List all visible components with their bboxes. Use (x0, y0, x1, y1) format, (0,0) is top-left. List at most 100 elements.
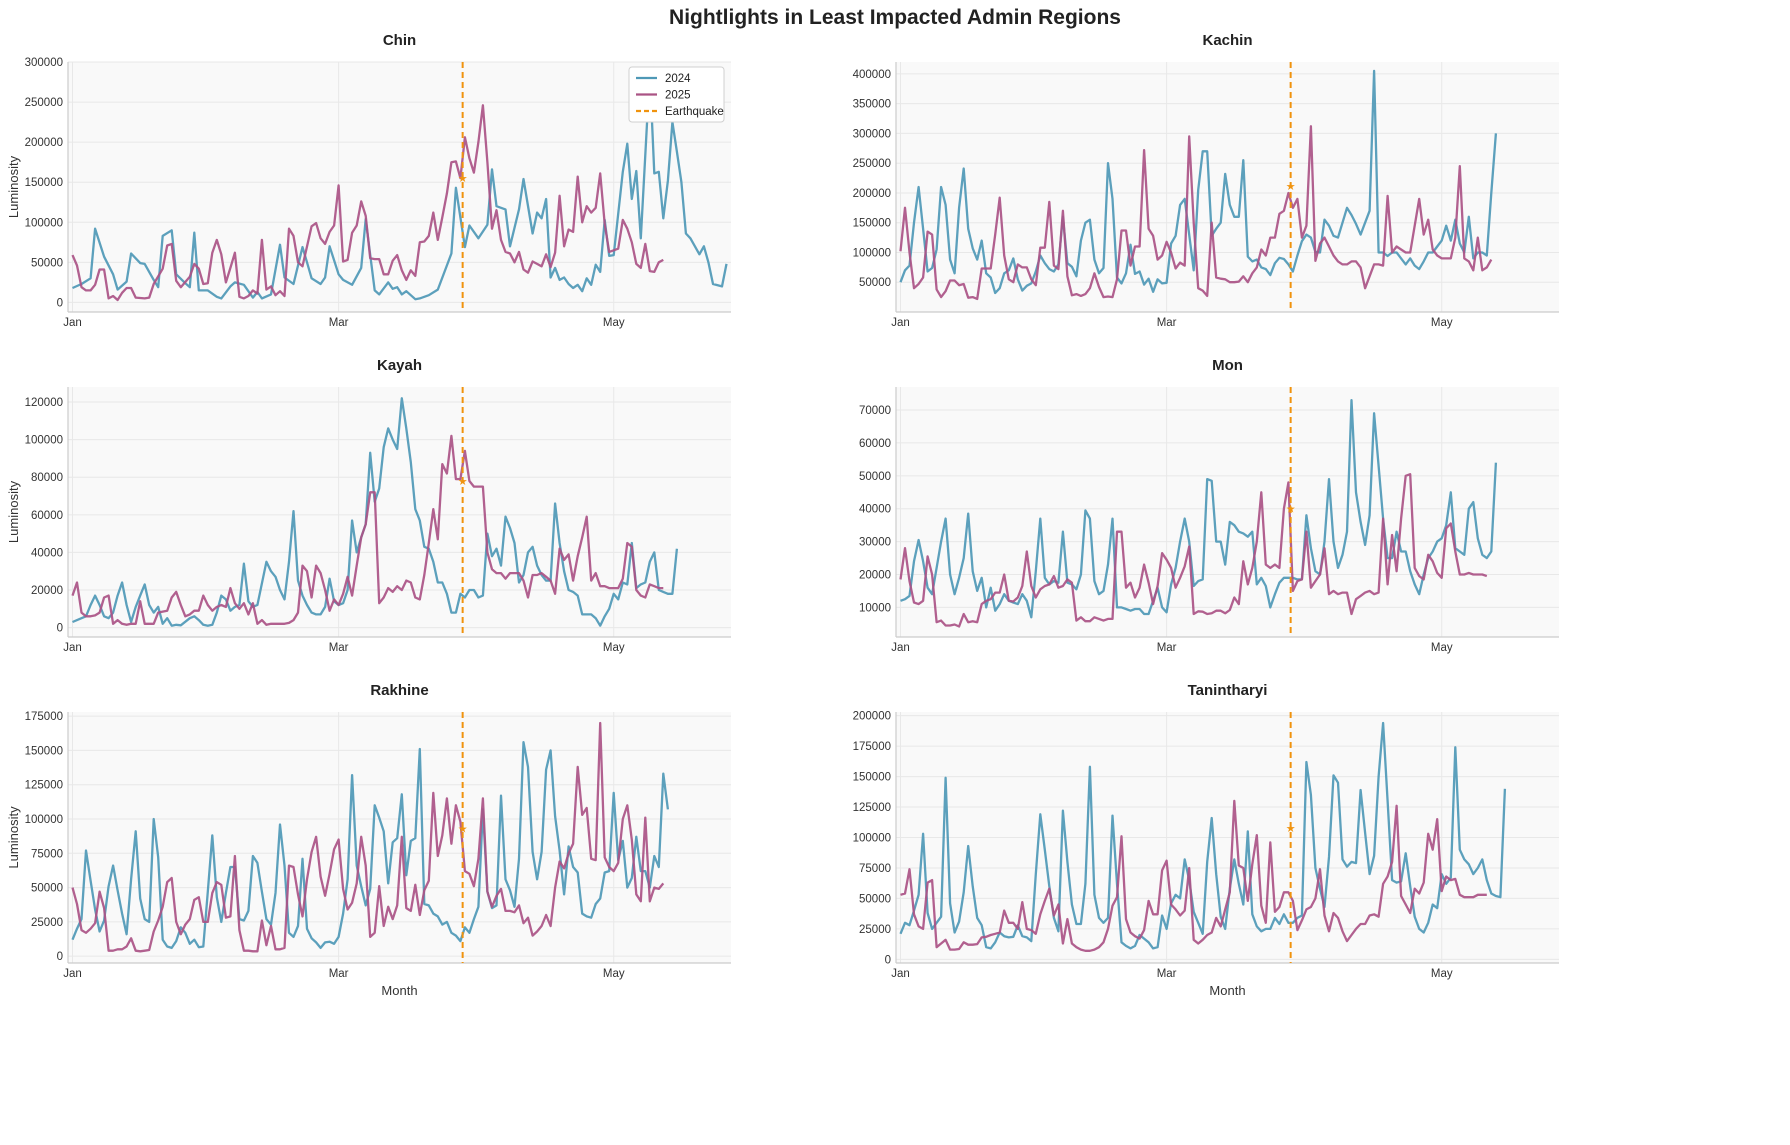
series-2025-line (899, 473, 1488, 628)
y-axis-label: Luminosity (6, 155, 21, 218)
y-tick-label: 250000 (25, 97, 63, 109)
y-tick-label: 60000 (31, 510, 63, 522)
earthquake-star-icon: ★ (458, 476, 468, 488)
panel-kachin: 50000 100000 150000 200000 250000 300000 35000… (853, 32, 1559, 329)
series-2025-line (71, 721, 665, 953)
y-tick-label: 175000 (25, 711, 63, 723)
y-tick-label: 120000 (25, 397, 63, 409)
x-tick-label: May (603, 317, 625, 329)
series-2024-line (71, 741, 670, 950)
legend: 2024 2025 Earthquake (628, 66, 725, 123)
y-tick-label: 200000 (853, 711, 891, 723)
y-axis-label: Luminosity (6, 480, 21, 543)
y-tick-label: 300000 (853, 128, 891, 140)
figure-title: Nightlights in Least Impacted Admin Regi… (669, 6, 1121, 29)
legend-label: 2024 (665, 73, 691, 85)
earthquake-star-icon: ★ (1286, 181, 1296, 193)
y-tick-label: 300000 (25, 57, 63, 69)
panel-mon: 10000 20000 30000 40000 50000 60000 70000 Jan Ma… (859, 357, 1559, 654)
legend-label: Earthquake (665, 106, 724, 118)
y-tick-label: 10000 (859, 602, 891, 614)
y-tick-label: 0 (57, 623, 63, 635)
panel-kayah: 0 20000 40000 60000 80000 100000 120000 Jan Mar M… (6, 357, 731, 654)
x-tick-label: Jan (891, 642, 910, 654)
earthquake-star-icon: ★ (1286, 504, 1296, 516)
series-2024-line (899, 721, 1507, 950)
y-tick-label: 80000 (31, 472, 63, 484)
series-2024-line (72, 397, 679, 627)
y-tick-label: 150000 (25, 745, 63, 757)
y-tick-label: 350000 (853, 99, 891, 111)
y-tick-label: 25000 (31, 917, 63, 929)
y-tick-label: 250000 (853, 158, 891, 170)
y-tick-label: 70000 (859, 405, 891, 417)
y-tick-label: 100000 (853, 833, 891, 845)
y-tick-label: 25000 (859, 924, 891, 936)
series-2025-line (71, 434, 664, 626)
y-tick-label: 40000 (859, 504, 891, 516)
earthquake-star-icon: ★ (1286, 823, 1296, 835)
y-tick-label: 0 (885, 954, 891, 966)
panel-title: Chin (383, 32, 416, 49)
x-tick-label: Mar (1157, 642, 1177, 654)
plot-area (896, 387, 1559, 637)
x-tick-label: Mar (1157, 317, 1177, 329)
y-axis-label: Luminosity (6, 806, 21, 869)
x-axis-label: Month (381, 983, 417, 998)
panel-title: Mon (1212, 357, 1243, 374)
series-2025-line (900, 799, 1487, 952)
panel-tanintharyi: 0 25000 50000 75000 100000 125000 150000 175000… (853, 682, 1559, 998)
series-2025-line (71, 104, 664, 302)
y-tick-label: 50000 (859, 471, 891, 483)
y-tick-label: 30000 (859, 537, 891, 549)
panel-title: Tanintharyi (1188, 682, 1268, 699)
y-tick-label: 100000 (25, 435, 63, 447)
y-tick-label: 20000 (859, 570, 891, 582)
y-tick-label: 400000 (853, 69, 891, 81)
x-tick-label: Jan (63, 642, 82, 654)
y-tick-label: 150000 (853, 218, 891, 230)
x-tick-label: Mar (329, 968, 349, 980)
panel-title: Kachin (1202, 32, 1252, 49)
x-tick-label: Jan (63, 968, 82, 980)
y-tick-label: 50000 (31, 883, 63, 895)
y-tick-label: 150000 (25, 177, 63, 189)
panel-rakhine: 0 25000 50000 75000 100000 125000 150000 175000… (6, 682, 731, 998)
y-tick-label: 200000 (25, 137, 63, 149)
y-tick-label: 175000 (853, 741, 891, 753)
y-tick-label: 20000 (31, 585, 63, 597)
series-2024-line (72, 70, 728, 301)
y-tick-label: 50000 (31, 257, 63, 269)
y-tick-label: 125000 (25, 780, 63, 792)
y-tick-label: 75000 (31, 848, 63, 860)
y-tick-label: 100000 (853, 247, 891, 259)
x-tick-label: May (1431, 317, 1453, 329)
x-tick-label: Jan (63, 317, 82, 329)
y-tick-label: 60000 (859, 438, 891, 450)
y-tick-label: 100000 (25, 814, 63, 826)
y-tick-label: 50000 (859, 277, 891, 289)
y-tick-label: 125000 (853, 802, 891, 814)
x-tick-label: Mar (329, 642, 349, 654)
panel-title: Kayah (377, 357, 422, 374)
earthquake-star-icon: ★ (458, 824, 468, 836)
earthquake-star-icon: ★ (458, 173, 468, 185)
y-tick-label: 0 (57, 951, 63, 963)
x-tick-label: May (603, 968, 625, 980)
x-tick-label: May (1431, 968, 1453, 980)
y-tick-label: 200000 (853, 188, 891, 200)
series-2024-line (899, 69, 1498, 295)
y-tick-label: 0 (57, 297, 63, 309)
panel-chin: 0 50000 100000 150000 200000 250000 300000 Jan M… (6, 32, 731, 329)
series-2024-line (900, 399, 1498, 619)
series-2025-line (899, 125, 1493, 301)
y-tick-label: 100000 (25, 217, 63, 229)
panel-title: Rakhine (370, 682, 428, 699)
x-tick-label: Jan (891, 317, 910, 329)
x-tick-label: Jan (891, 968, 910, 980)
y-tick-label: 50000 (859, 893, 891, 905)
x-tick-label: Mar (329, 317, 349, 329)
legend-label: 2025 (665, 90, 691, 102)
legend-box (628, 66, 725, 123)
x-tick-label: May (603, 642, 625, 654)
